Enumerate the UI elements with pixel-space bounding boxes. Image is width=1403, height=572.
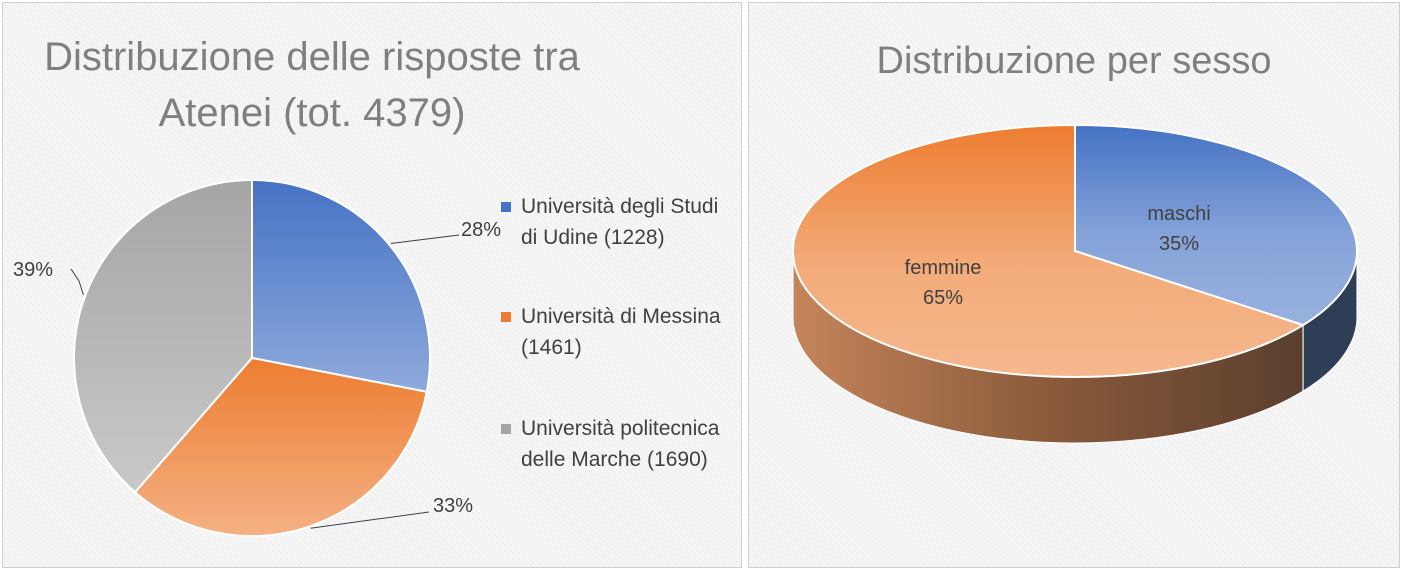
chart-title: Distribuzione per sesso bbox=[876, 40, 1272, 82]
chart-title: Distribuzione delle risposte tra Atenei … bbox=[44, 35, 580, 135]
leader-line-messina bbox=[310, 511, 430, 529]
chart-panel-atenei: Distribuzione delle risposte tra Atenei … bbox=[2, 2, 742, 568]
chart-panel-sesso: Distribuzione per sesso maschi 35% femmi… bbox=[748, 2, 1400, 568]
category-label-maschi: maschi bbox=[1147, 203, 1211, 225]
data-label-marche: 39% bbox=[13, 259, 54, 281]
pie-slice-marche bbox=[73, 178, 253, 494]
legend-label-messina: Università di Messina (1461) bbox=[521, 305, 721, 359]
legend-item-marche: Università politecnica delle Marche (169… bbox=[499, 413, 729, 475]
pie-slice-messina bbox=[133, 356, 428, 537]
legend-item-udine: Università degli Studi di Udine (1228) bbox=[499, 191, 729, 301]
data-label-messina: 33% bbox=[433, 495, 474, 517]
legend-label-marche: Università politecnica delle Marche (169… bbox=[521, 417, 720, 471]
data-label-udine: 28% bbox=[461, 219, 502, 241]
pie-chart-atenei bbox=[70, 178, 460, 537]
category-label-femmine: femmine bbox=[904, 257, 982, 279]
legend-label-udine: Università degli Studi di Udine (1228) bbox=[521, 195, 719, 249]
data-label-maschi: maschi 35% bbox=[1129, 199, 1229, 259]
legend-swatch-messina bbox=[501, 312, 511, 322]
pie-slice-maschi bbox=[1074, 123, 1358, 327]
data-label-femmine: femmine 65% bbox=[883, 253, 1003, 313]
legend: Università degli Studi di Udine (1228) U… bbox=[499, 191, 729, 475]
legend-swatch-udine bbox=[501, 202, 511, 212]
percent-label-femmine: 65% bbox=[922, 287, 964, 309]
pie-slice-udine bbox=[251, 178, 431, 393]
leader-line-udine bbox=[390, 234, 460, 244]
percent-label-maschi: 35% bbox=[1158, 233, 1200, 255]
pie-slice-femmine bbox=[792, 123, 1306, 378]
leader-line-marche bbox=[70, 268, 84, 296]
legend-item-messina: Università di Messina (1461) bbox=[499, 301, 729, 413]
pie-chart-sesso bbox=[792, 123, 1358, 444]
legend-swatch-marche bbox=[501, 424, 511, 434]
